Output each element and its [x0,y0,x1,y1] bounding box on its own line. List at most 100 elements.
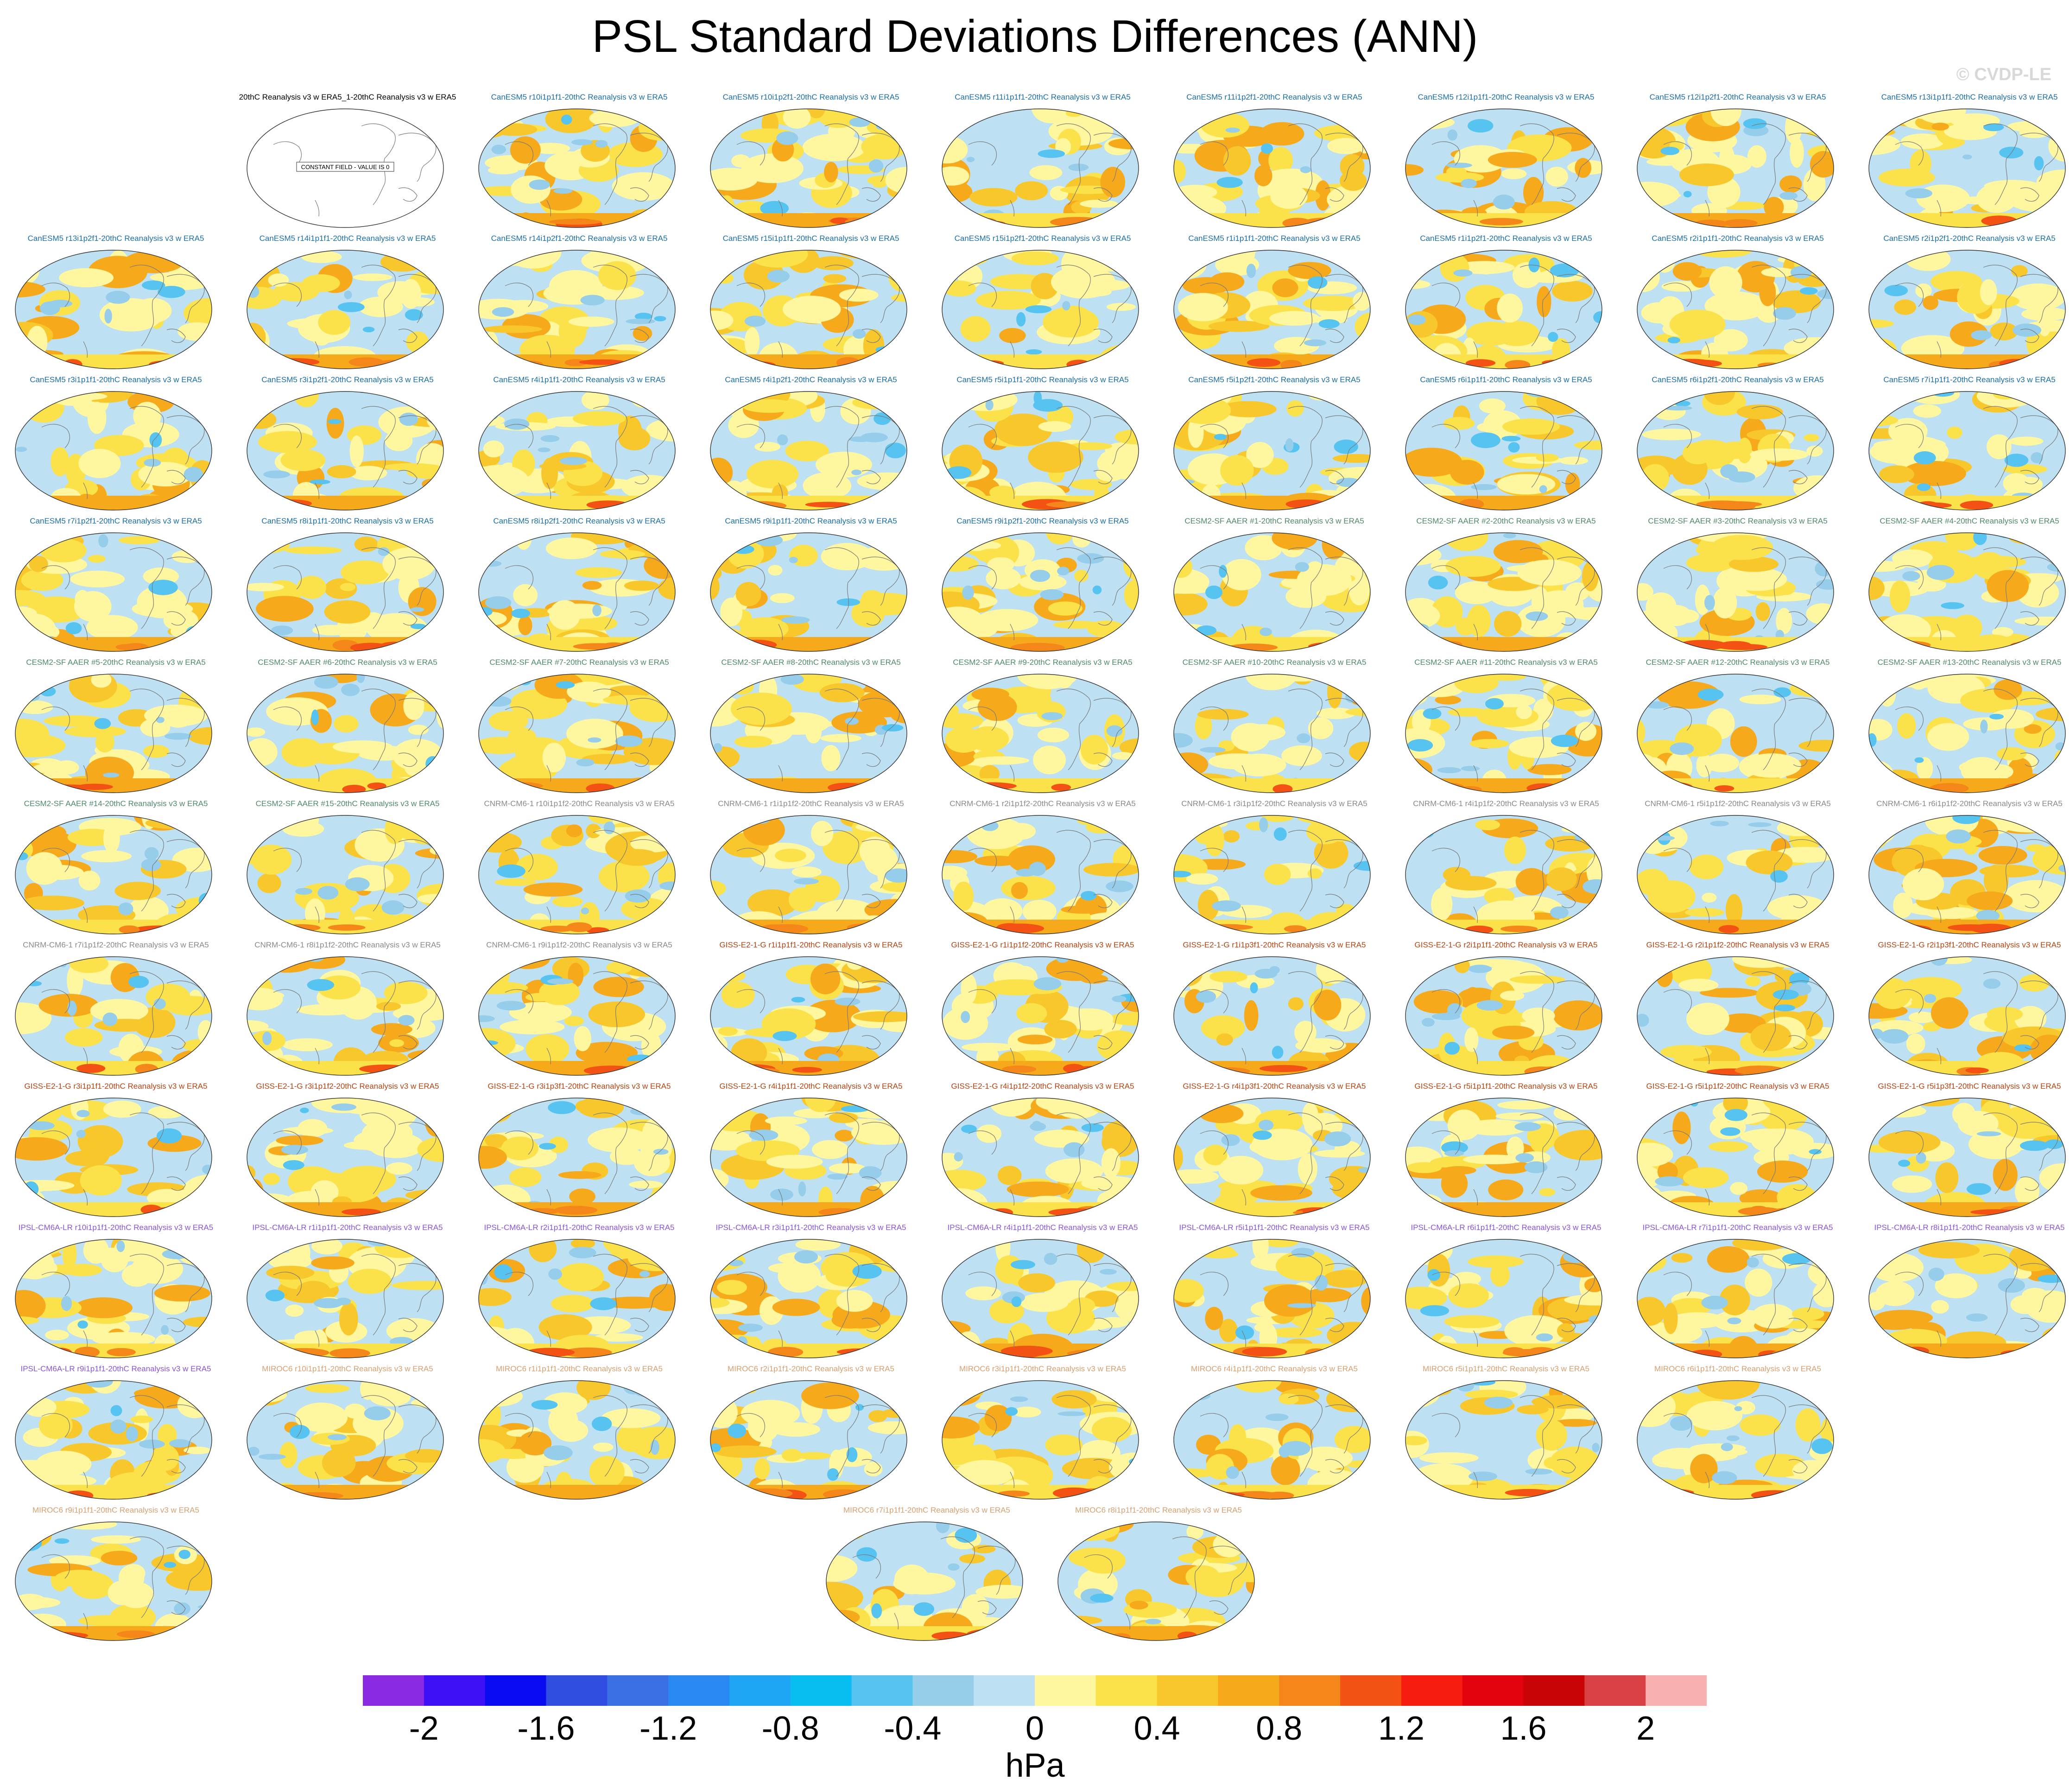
coastline [630,415,668,465]
anomaly-patch [1225,127,1240,133]
coastline [736,1413,766,1438]
anomaly-patch [644,250,653,257]
anomaly-patch [845,218,869,226]
anomaly-patch [728,1423,747,1439]
coastline [398,752,418,767]
coastline [273,1130,302,1155]
panel-title: GISS-E2-1-G r2i1p1f2-20thC Reanalysis v3… [1646,940,1829,949]
coastline [1093,1122,1132,1171]
global-map [1405,108,1602,228]
map-outline [1405,1380,1602,1500]
coastline [361,265,396,347]
anomaly-patch [1174,160,1186,183]
coastline [1093,187,1113,202]
panel-title: CanESM5 r9i1p2f1-20thC Reanalysis v3 w E… [956,517,1129,525]
anomaly-patch [1978,846,2027,865]
coastline [1557,274,1595,323]
global-map [710,391,907,511]
anomaly-patch [297,1281,330,1301]
anomaly-patch [102,1012,118,1026]
map-panel: MIROC6 r10i1p1f1-20thC Reanalysis v3 w E… [232,1364,463,1503]
anomaly-patch [1316,707,1356,719]
anomaly-patch [852,1264,882,1279]
southern-ocean-band [247,496,443,510]
constant-field-label: CONSTANT FIELD - VALUE IS 0 [301,164,390,170]
map-panel: CanESM5 r15i1p2f1-20thC Reanalysis v3 w … [927,234,1158,373]
anomaly-patch [1916,1152,1926,1164]
anomaly-patch [1288,997,1304,1011]
anomaly-patch [1672,262,1702,281]
map-outline [1868,1239,2066,1358]
anomaly-patch [1247,358,1281,367]
global-map [1173,956,1371,1076]
anomaly-patch [1405,681,1438,692]
anomaly-patch [1100,1268,1117,1275]
anomaly-patch [161,1325,169,1335]
global-map [1173,674,1371,793]
map-panel: CESM2-SF AAER #11-20thC Reanalysis v3 w … [1390,658,1622,797]
coastline [968,424,997,448]
map-outline [942,815,1139,934]
coastline [824,406,859,488]
anomaly-patch [835,997,861,1006]
southern-ocean-band [15,920,212,934]
anomaly-patch [1503,533,1516,538]
coastline [1288,1254,1323,1336]
anomaly-patch [1897,713,1916,739]
anomaly-patch [2053,250,2065,278]
southern-ocean-band [1869,778,2065,793]
anomaly-patch [1913,451,1936,465]
panel-title: CanESM5 r13i1p2f1-20thC Reanalysis v3 w … [27,234,204,243]
coastline [1200,1413,1229,1438]
anomaly-patch [931,1631,970,1641]
anomaly-patch [2049,255,2065,271]
map-outline [710,674,907,793]
cvdp-watermark: © CVDP-LE [1956,65,2051,84]
coastline [273,989,302,1014]
anomaly-patch [1420,1305,1450,1317]
coastline [1788,274,1827,323]
anomaly-patch [846,1447,858,1463]
anomaly-patch [1492,1025,1535,1040]
anomaly-patch [63,1263,102,1276]
coastline [861,187,881,202]
southern-ocean-band [1637,778,1834,793]
anomaly-patch [791,866,822,878]
anomaly-patch [740,617,789,640]
anomaly-patch [1745,1268,1772,1297]
coastline [273,565,302,590]
map-outline [826,1521,1023,1641]
map-outline [1173,1380,1371,1500]
anomaly-patch [171,391,206,407]
global-map [15,815,212,934]
panel-title: CanESM5 r2i1p2f1-20thC Reanalysis v3 w E… [1883,234,2056,243]
coastline [166,698,205,747]
southern-ocean-band [1405,1485,1602,1499]
anomaly-patch [1208,321,1270,332]
anomaly-patch [1033,391,1042,405]
anomaly-patch [328,419,342,424]
anomaly-patch [1181,1065,1209,1075]
anomaly-patch [78,871,101,891]
anomaly-patch [1307,1469,1363,1499]
anomaly-patch [1649,782,1693,793]
anomaly-patch [1708,1141,1748,1152]
coastline [505,1413,534,1438]
anomaly-patch [1462,1155,1525,1165]
map-panel: 20thC Reanalysis v3 w ERA5_1-20thC Reana… [232,93,463,232]
southern-ocean-band [247,1061,443,1075]
anomaly-patch [479,1146,507,1169]
anomaly-patch [718,1027,738,1036]
anomaly-patch [195,250,212,260]
global-map [478,1380,676,1500]
anomaly-patch [804,1000,861,1033]
anomaly-patch [1068,164,1089,171]
anomaly-patch [1795,1408,1821,1442]
global-map [942,1239,1139,1358]
anomaly-patch [201,917,212,934]
colorbar-tick-label: -0.4 [884,1710,942,1747]
anomaly-patch [338,1166,396,1193]
anomaly-patch [1750,448,1809,461]
anomaly-patch [960,614,999,638]
southern-ocean-band [1405,637,1602,651]
